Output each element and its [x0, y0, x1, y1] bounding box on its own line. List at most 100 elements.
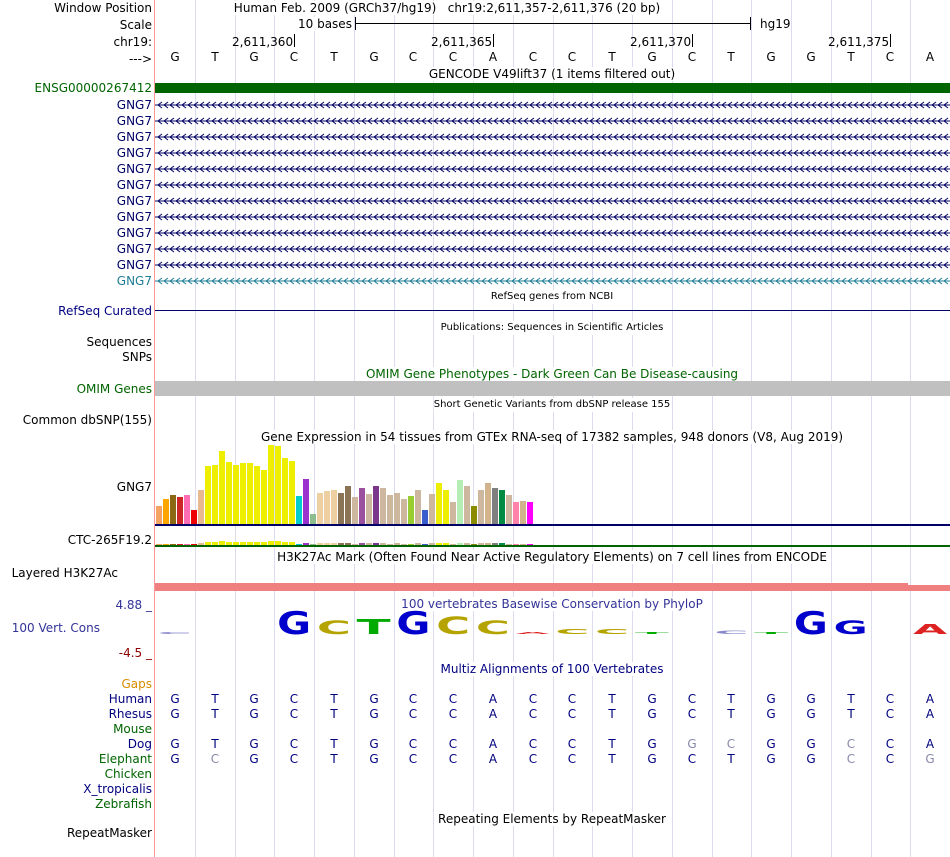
- gtex-tissue-bar[interactable]: [366, 494, 372, 524]
- gtex-tissue-bar[interactable]: [261, 470, 267, 524]
- h3k27ac-signal-tail[interactable]: [908, 585, 950, 591]
- gng7-transcript-label[interactable]: GNG7: [116, 258, 152, 272]
- gtex-tissue-bar[interactable]: [422, 510, 428, 524]
- gtex-tissue-bar[interactable]: [331, 490, 337, 524]
- refseq-gene-line[interactable]: [155, 310, 950, 311]
- track-data-area[interactable]: Human Feb. 2009 (GRCh37/hg19) chr19:2,61…: [155, 0, 950, 857]
- gtex-tissue-bar[interactable]: [198, 490, 204, 524]
- omim-genes-label[interactable]: OMIM Genes: [76, 382, 152, 396]
- cons-track-label[interactable]: 100 Vert. Cons: [11, 621, 100, 635]
- gtex-tissue-bar[interactable]: [408, 496, 414, 524]
- gtex-tissue-bar[interactable]: [450, 502, 456, 524]
- ctc-tissue-bar: [422, 544, 428, 545]
- gtex-tissue-bar[interactable]: [233, 465, 239, 524]
- ensg-gene-label[interactable]: ENSG00000267412: [34, 81, 152, 95]
- gng7-transcript-label[interactable]: GNG7: [116, 274, 152, 288]
- species-label-gaps[interactable]: Gaps: [121, 677, 152, 691]
- conservation-base-glyph: A: [516, 632, 550, 635]
- gtex-tissue-bar[interactable]: [310, 514, 316, 524]
- gtex-tissue-bar[interactable]: [443, 490, 449, 524]
- gtex-tissue-bar[interactable]: [513, 502, 519, 524]
- alignment-base: C: [528, 752, 538, 766]
- species-label-elephant[interactable]: Elephant: [98, 752, 152, 766]
- gtex-bar-chart[interactable]: [155, 444, 950, 524]
- gtex-tissue-bar[interactable]: [247, 463, 253, 524]
- gtex-tissue-bar[interactable]: [205, 466, 211, 524]
- species-label-chicken[interactable]: Chicken: [104, 767, 152, 781]
- snps-label[interactable]: SNPs: [122, 350, 152, 364]
- gtex-tissue-bar[interactable]: [338, 493, 344, 524]
- h3k27ac-signal[interactable]: [155, 583, 908, 591]
- species-label-x_tropicalis[interactable]: X_tropicalis: [83, 782, 152, 796]
- gtex-tissue-bar[interactable]: [254, 466, 260, 524]
- gtex-tissue-bar[interactable]: [289, 461, 295, 524]
- gtex-tissue-bar[interactable]: [226, 462, 232, 524]
- gng7-transcript-label[interactable]: GNG7: [116, 162, 152, 176]
- gtex-tissue-bar[interactable]: [163, 499, 169, 524]
- gtex-tissue-bar[interactable]: [373, 486, 379, 524]
- gtex-tissue-bar[interactable]: [303, 479, 309, 524]
- refseq-curated-label[interactable]: RefSeq Curated: [58, 304, 152, 318]
- gtex-tissue-bar[interactable]: [275, 446, 281, 524]
- gng7-transcript-label[interactable]: GNG7: [116, 194, 152, 208]
- gtex-gene-label[interactable]: GNG7: [116, 480, 152, 494]
- gng7-transcript-label[interactable]: GNG7: [116, 98, 152, 112]
- alignment-base: G: [369, 737, 379, 751]
- gtex-tissue-bar[interactable]: [296, 496, 302, 524]
- gng7-transcripts[interactable]: [155, 95, 950, 295]
- species-label-dog[interactable]: Dog: [127, 737, 152, 751]
- gng7-transcript-label[interactable]: GNG7: [116, 130, 152, 144]
- gtex-tissue-bar[interactable]: [352, 497, 358, 524]
- sequences-label[interactable]: Sequences: [86, 335, 152, 349]
- gtex-tissue-bar[interactable]: [282, 458, 288, 524]
- gtex-tissue-bar[interactable]: [492, 488, 498, 524]
- gng7-transcript-label[interactable]: GNG7: [116, 114, 152, 128]
- gtex-tissue-bar[interactable]: [156, 506, 162, 524]
- gtex-tissue-bar[interactable]: [212, 465, 218, 524]
- gtex-tissue-bar[interactable]: [177, 497, 183, 524]
- ctc-gene-label[interactable]: CTC-265F19.2: [67, 533, 152, 547]
- gtex-tissue-bar[interactable]: [436, 483, 442, 524]
- gtex-tissue-bar[interactable]: [527, 502, 533, 524]
- gtex-tissue-bar[interactable]: [506, 495, 512, 524]
- gtex-tissue-bar[interactable]: [429, 494, 435, 524]
- gtex-tissue-bar[interactable]: [380, 488, 386, 524]
- gtex-tissue-bar[interactable]: [471, 506, 477, 524]
- gtex-tissue-bar[interactable]: [345, 486, 351, 524]
- gtex-tissue-bar[interactable]: [520, 501, 526, 524]
- gtex-tissue-bar[interactable]: [219, 451, 225, 524]
- gng7-transcript-label[interactable]: GNG7: [116, 146, 152, 160]
- gtex-tissue-bar[interactable]: [170, 495, 176, 524]
- species-label-mouse[interactable]: Mouse: [113, 722, 152, 736]
- gtex-tissue-bar[interactable]: [485, 483, 491, 524]
- gng7-transcript-label[interactable]: GNG7: [116, 242, 152, 256]
- dbsnp-label[interactable]: Common dbSNP(155): [22, 413, 152, 427]
- gtex-tissue-bar[interactable]: [191, 510, 197, 524]
- gtex-tissue-bar[interactable]: [359, 488, 365, 524]
- gng7-transcript-label[interactable]: GNG7: [116, 210, 152, 224]
- ensg-gene-bar[interactable]: [155, 83, 950, 93]
- repeatmasker-label[interactable]: RepeatMasker: [66, 826, 152, 840]
- gtex-tissue-bar[interactable]: [268, 445, 274, 524]
- gtex-tissue-bar[interactable]: [464, 486, 470, 524]
- species-label-human[interactable]: Human: [108, 692, 152, 706]
- gtex-tissue-bar[interactable]: [387, 495, 393, 524]
- gtex-tissue-bar[interactable]: [324, 491, 330, 524]
- gtex-tissue-bar[interactable]: [394, 493, 400, 524]
- gtex-tissue-bar[interactable]: [457, 480, 463, 524]
- species-label-rhesus[interactable]: Rhesus: [108, 707, 152, 721]
- gtex-tissue-bar[interactable]: [401, 499, 407, 524]
- gtex-tissue-bar[interactable]: [415, 490, 421, 524]
- gtex-tissue-bar[interactable]: [317, 493, 323, 524]
- ctc-gene-line[interactable]: [155, 545, 950, 547]
- gtex-tissue-bar[interactable]: [499, 490, 505, 524]
- gng7-transcript-label[interactable]: GNG7: [116, 226, 152, 240]
- omim-bar[interactable]: [155, 381, 950, 396]
- gng7-transcript-label[interactable]: GNG7: [116, 178, 152, 192]
- species-label-zebrafish[interactable]: Zebrafish: [95, 797, 152, 811]
- h3k27ac-label[interactable]: Layered H3K27Ac: [11, 566, 118, 580]
- gtex-tissue-bar[interactable]: [240, 463, 246, 524]
- gtex-tissue-bar[interactable]: [478, 490, 484, 524]
- gtex-tissue-bar[interactable]: [184, 495, 190, 524]
